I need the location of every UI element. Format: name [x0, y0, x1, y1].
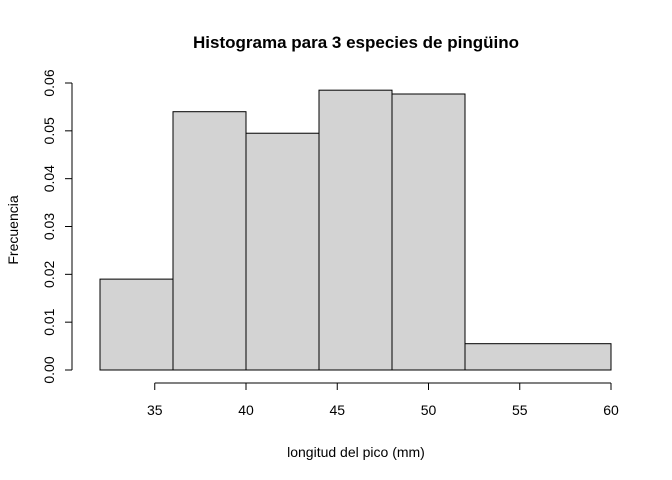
- histogram-bar-6: [464, 343, 612, 371]
- histogram-bar-4: [318, 89, 393, 371]
- y-tick-label: 0.04: [41, 165, 57, 192]
- y-axis: 0.00 0.01 0.02 0.03 0.04 0.05 0.06: [41, 69, 73, 384]
- bars-group: [99, 89, 612, 371]
- y-tick-label: 0.02: [41, 260, 57, 287]
- y-tick-label: 0.03: [41, 213, 57, 240]
- y-tick-label: 0.01: [41, 308, 57, 335]
- histogram-bar-3: [245, 132, 320, 371]
- x-tick-label: 35: [147, 402, 163, 418]
- x-tick-label: 55: [512, 402, 528, 418]
- x-tick-label: 50: [421, 402, 437, 418]
- x-axis-label: longitud del pico (mm): [287, 444, 425, 460]
- x-tick-label: 40: [238, 402, 254, 418]
- histogram-bar-2: [172, 111, 247, 371]
- x-axis: 35 40 45 50 55 60: [147, 382, 619, 418]
- histogram-bar-1: [99, 278, 174, 371]
- y-tick-label: 0.00: [41, 356, 57, 383]
- y-tick-label: 0.06: [41, 69, 57, 96]
- chart-title: Histograma para 3 especies de pingüino: [193, 33, 519, 52]
- y-axis-label: Frecuencia: [5, 195, 21, 264]
- x-tick-label: 45: [329, 402, 345, 418]
- histogram-bar-5: [391, 93, 466, 371]
- y-tick-label: 0.05: [41, 117, 57, 144]
- x-tick-label: 60: [603, 402, 619, 418]
